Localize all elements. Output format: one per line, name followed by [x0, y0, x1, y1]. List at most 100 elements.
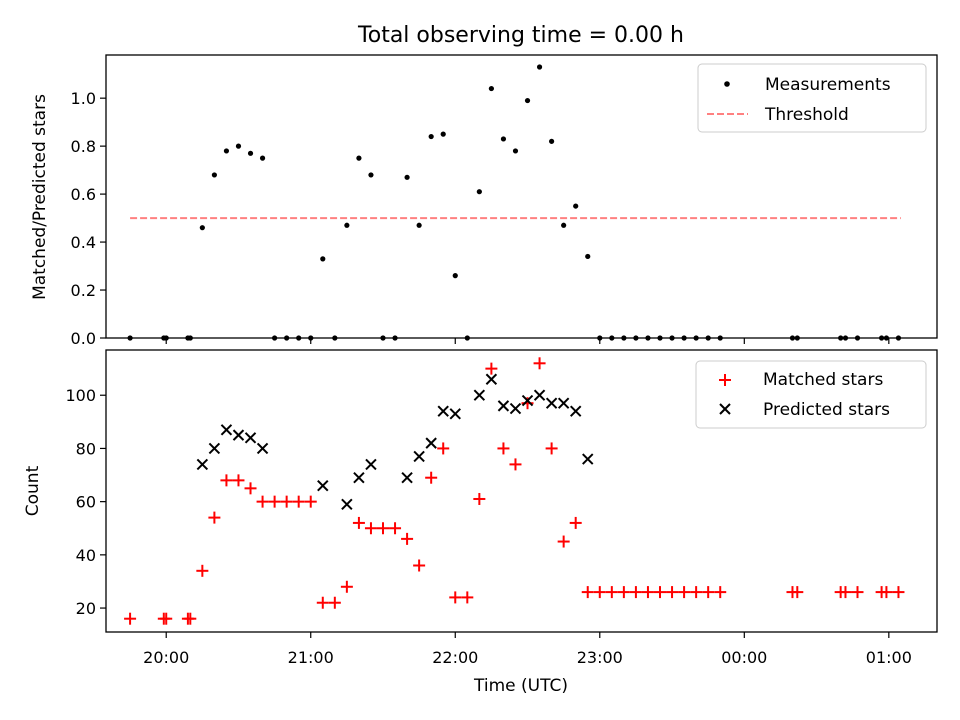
matched-star-point: [533, 357, 546, 370]
bottom-panel: 20 40 60 80 100 20:00 21:00 22:00 23:00 00:00 01:…: [23, 349, 938, 696]
measurement-point: [247, 150, 254, 156]
xtick-label: 23:00: [577, 648, 623, 667]
measurement-point: [223, 148, 230, 154]
top-y-axis-label: Matched/Predicted stars: [30, 94, 50, 300]
measurement-point: [211, 172, 217, 178]
measurement-point: [536, 64, 543, 70]
predicted-star-point: [425, 437, 437, 449]
matched-star-point: [244, 482, 257, 495]
measurement-point: [187, 335, 193, 341]
matched-star-point: [196, 564, 209, 577]
measurements-legend-label: Measurements: [765, 75, 891, 95]
matched-star-point: [364, 522, 377, 535]
measurement-point: [842, 335, 849, 341]
matched-star-point: [280, 495, 293, 508]
matched-star-point: [316, 596, 329, 609]
top-ytick-label: 0.0: [71, 329, 96, 348]
predicted-star-point: [413, 450, 425, 463]
measurement-point: [259, 155, 266, 161]
matched-star-point: [304, 495, 317, 508]
predicted-star-point: [582, 453, 594, 465]
chart-title: Total observing time = 0.00 h: [357, 23, 684, 48]
top-legend-box: [697, 63, 927, 133]
xtick-label: 00:00: [721, 648, 767, 667]
matched-star-point: [425, 471, 438, 484]
top-legend: Measurements Threshold: [697, 63, 927, 133]
measurement-point: [308, 335, 314, 341]
bottom-legend-box: [695, 360, 927, 429]
matched-star-point: [497, 442, 510, 455]
predicted-star-point: [545, 397, 558, 409]
measurement-point: [199, 225, 205, 231]
measurement-point: [127, 335, 133, 341]
measurement-point: [705, 335, 711, 341]
measurement-point: [838, 335, 844, 341]
predicted-star-point: [220, 424, 233, 436]
matched-star-point: [702, 586, 715, 599]
predicted-star-point: [449, 408, 461, 420]
matched-star-point: [389, 522, 402, 535]
xtick-label: 22:00: [432, 648, 478, 667]
measurement-point: [272, 335, 278, 341]
measurement-point: [633, 335, 639, 341]
measurement-point: [344, 222, 350, 228]
matched-star-point: [545, 442, 558, 455]
measurement-point: [597, 335, 603, 341]
measurement-point: [561, 222, 567, 228]
measurement-point: [416, 222, 422, 228]
matched-star-point: [485, 362, 498, 375]
matched-star-point: [557, 535, 570, 548]
matched-star-point: [449, 591, 462, 604]
matched-star-point: [839, 586, 852, 599]
bot-ytick-label: 40: [76, 546, 96, 565]
predicted-star-point: [256, 442, 269, 455]
matched-star-point: [690, 586, 703, 599]
measurement-point: [368, 172, 374, 178]
matched-star-point: [340, 580, 353, 593]
measurement-point: [854, 335, 861, 341]
matched-star-point: [605, 586, 618, 599]
top-ytick-label: 0.4: [71, 233, 96, 252]
matched-star-point: [208, 511, 221, 524]
bottom-legend: Matched stars Predicted stars: [695, 360, 927, 429]
measurement-point: [428, 133, 434, 140]
measurement-point: [573, 203, 579, 209]
predicted-legend-marker: [719, 403, 731, 415]
top-panel: 0.0 0.2 0.4 0.6 0.8 1.0 Matched/Predicted sta…: [30, 54, 938, 348]
measurement-point: [500, 136, 507, 142]
matched-star-point: [377, 522, 389, 535]
predicted-legend-label: Predicted stars: [763, 400, 890, 420]
measurement-point: [717, 335, 723, 341]
predicted-star-point: [437, 405, 449, 417]
xtick-label: 20:00: [143, 648, 189, 667]
predicted-star-point: [401, 471, 413, 484]
matched-star-point: [581, 586, 594, 599]
measurement-point: [895, 335, 902, 341]
measurement-point: [440, 131, 446, 137]
matched-star-point: [473, 492, 486, 505]
predicted-star-point: [232, 429, 245, 441]
matched-star-point: [437, 442, 450, 455]
measurement-point: [284, 335, 290, 341]
measurement-point: [452, 273, 458, 279]
bot-ytick-label: 60: [76, 493, 96, 512]
measurement-point: [621, 335, 627, 341]
matched-star-point: [714, 586, 727, 599]
top-ytick-label: 0.6: [71, 185, 96, 204]
matched-star-point: [880, 586, 893, 599]
matched-star-point: [160, 612, 173, 625]
measurement-point: [488, 85, 494, 92]
predicted-star-point: [196, 458, 209, 471]
measurement-point: [320, 256, 326, 262]
measurement-point: [404, 174, 410, 180]
measurement-point: [549, 138, 555, 144]
measurement-point: [879, 335, 885, 341]
matched-legend-marker: [719, 374, 731, 386]
bottom-y-axis-label: Count: [23, 465, 43, 516]
measurement-point: [645, 335, 651, 341]
measurement-point: [392, 335, 398, 341]
predicted-star-point: [244, 432, 257, 444]
measurement-point: [669, 335, 675, 341]
bot-ytick-label: 100: [65, 386, 96, 405]
measurement-point: [609, 335, 615, 341]
